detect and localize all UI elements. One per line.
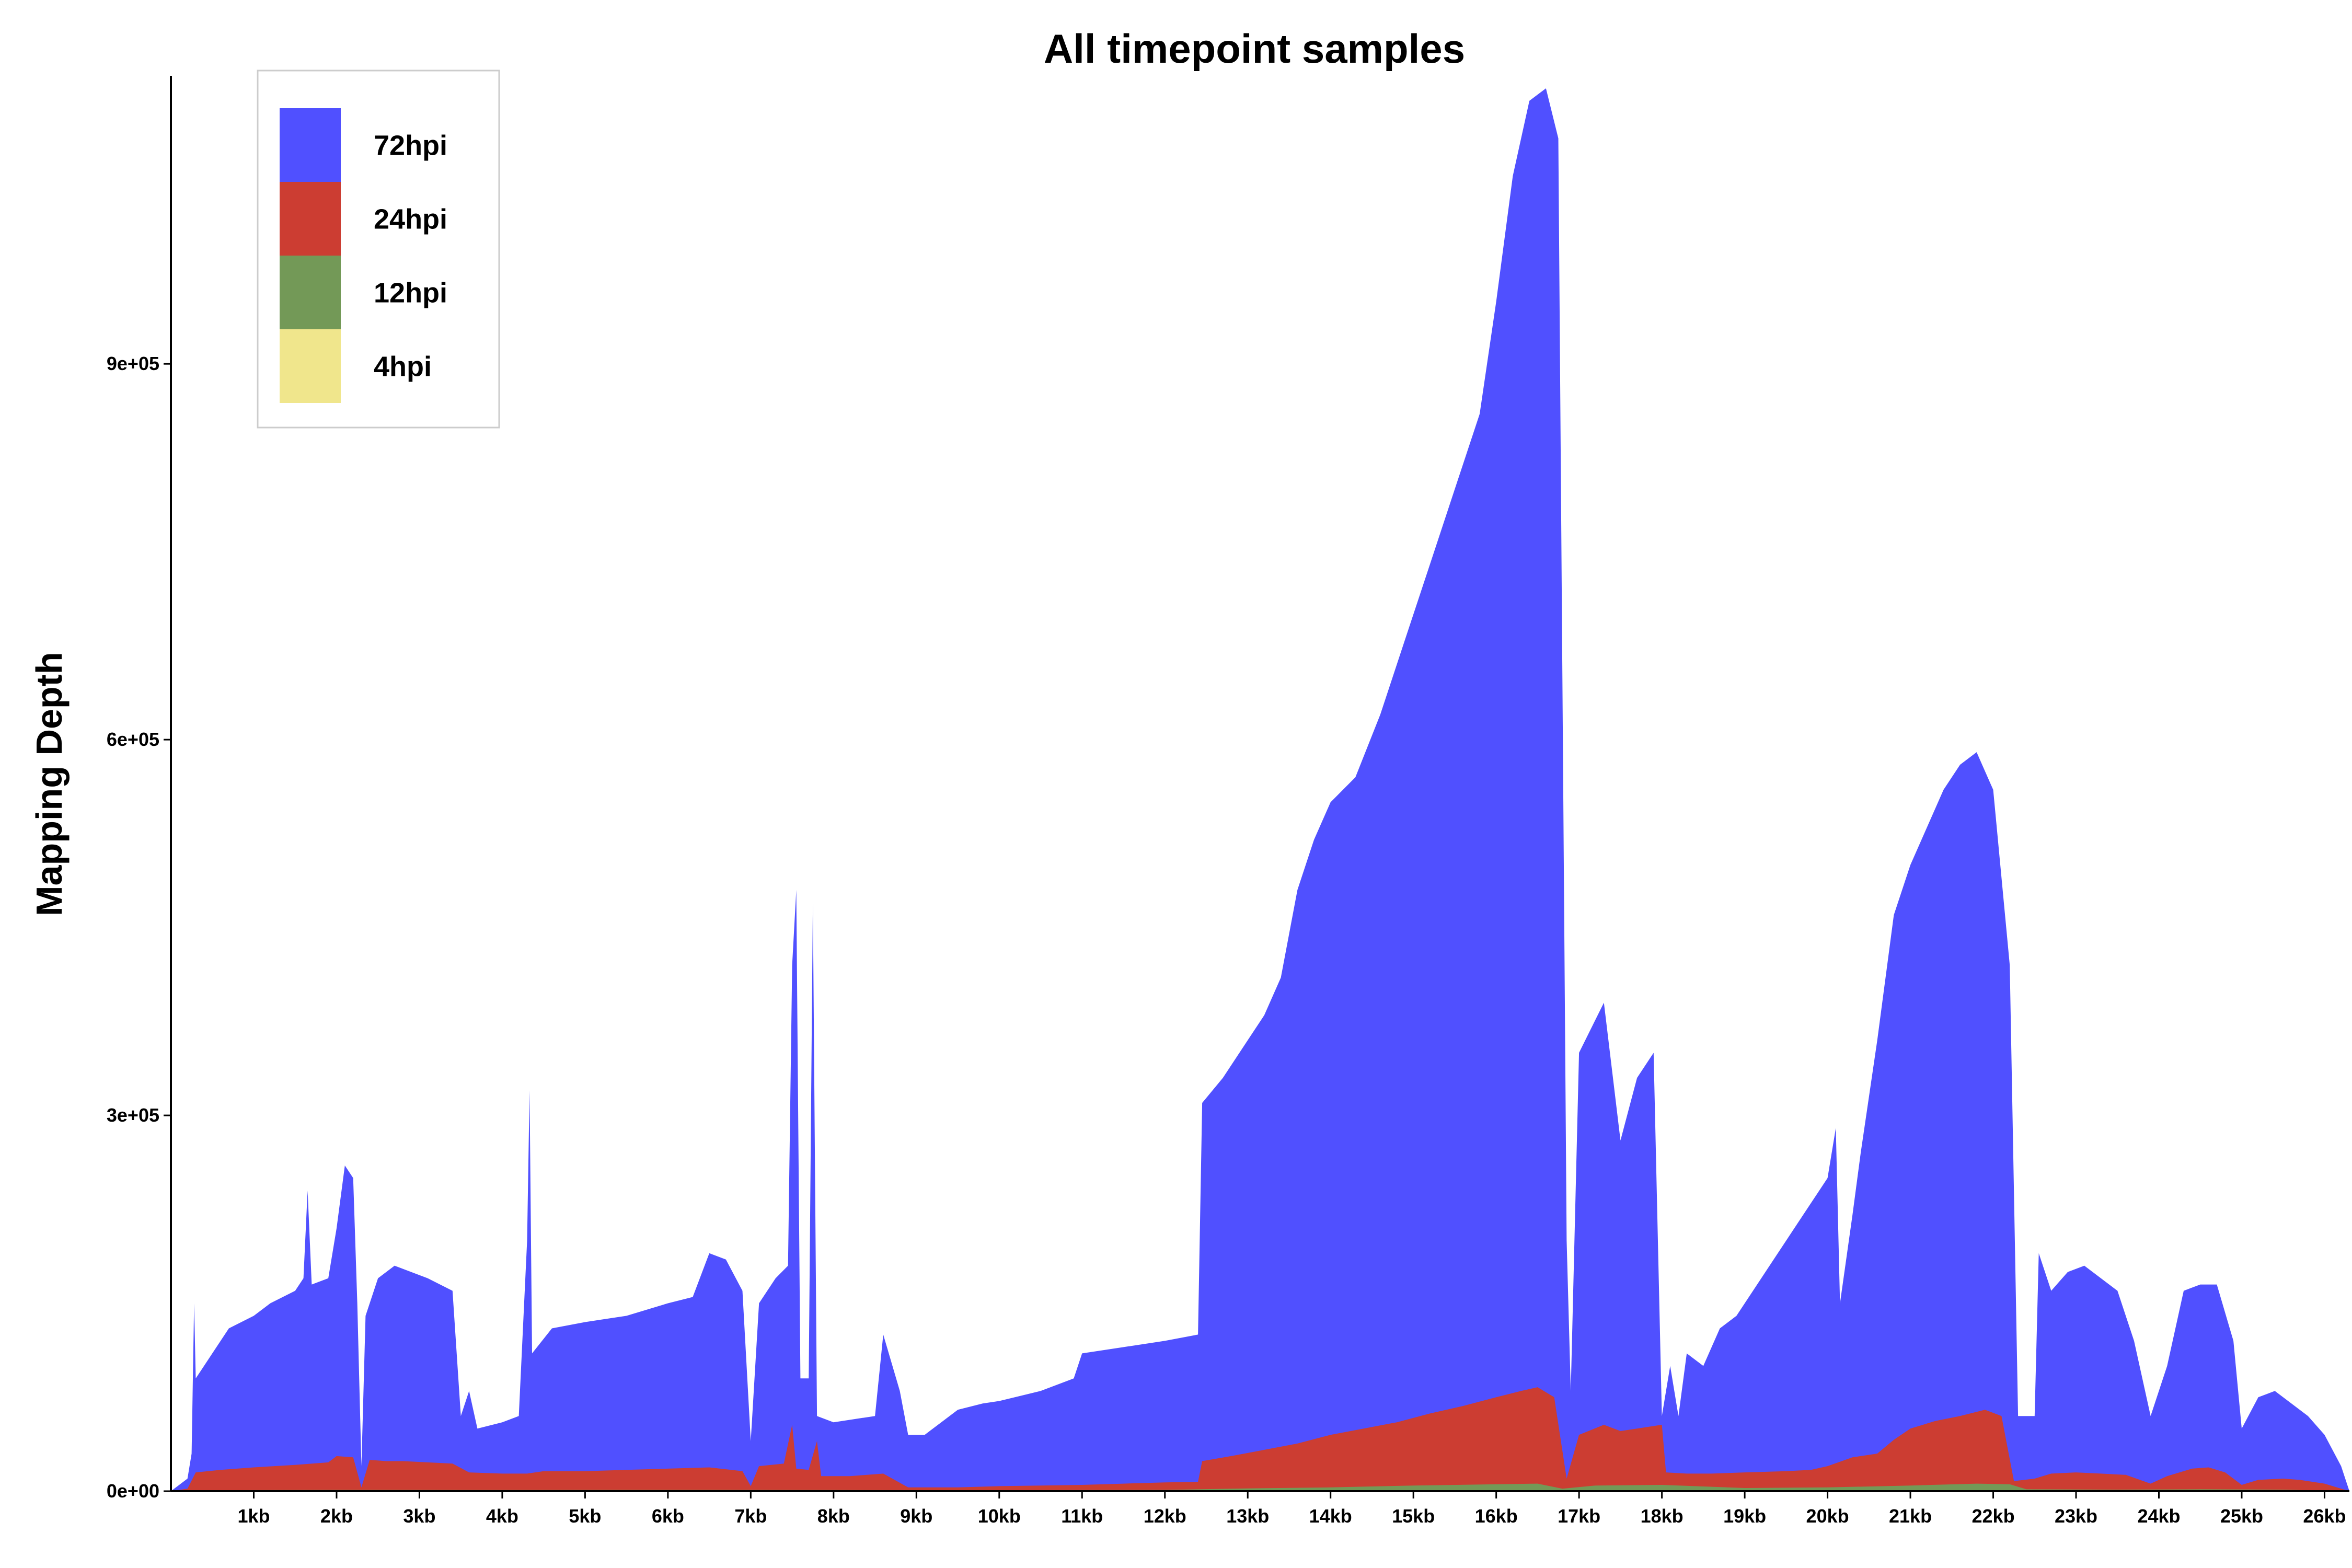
x-tick-label: 3kb (403, 1505, 435, 1527)
x-tick-label: 19kb (1723, 1505, 1766, 1527)
x-tick-label: 26kb (2303, 1505, 2346, 1527)
x-ticks: 1kb 2kb 3kb 4kb 5kb 6kb 7kb 8kb 9kb 10kb 11kb 12kb 1… (237, 1491, 2346, 1527)
y-ticks: 0e+00 3e+05 6e+05 9e+05 (107, 353, 171, 1502)
area-series-12hpi (171, 1483, 2349, 1491)
legend-swatch-24hpi (280, 182, 341, 256)
x-tick-label: 13kb (1226, 1505, 1269, 1527)
x-tick-label: 4kb (486, 1505, 518, 1527)
x-tick-label: 6kb (652, 1505, 684, 1527)
x-tick-label: 16kb (1475, 1505, 1518, 1527)
x-tick-label: 25kb (2220, 1505, 2263, 1527)
y-tick-label: 9e+05 (107, 353, 159, 374)
legend-label-12hpi: 12hpi (374, 278, 447, 309)
x-tick-label: 2kb (320, 1505, 353, 1527)
legend-label-72hpi: 72hpi (374, 130, 447, 162)
x-tick-label: 5kb (569, 1505, 601, 1527)
x-tick-label: 10kb (978, 1505, 1021, 1527)
x-tick-label: 15kb (1392, 1505, 1435, 1527)
x-tick-label: 11kb (1061, 1505, 1103, 1527)
x-tick-label: 1kb (237, 1505, 270, 1527)
legend-swatch-4hpi (280, 329, 341, 403)
y-tick-label: 0e+00 (107, 1480, 159, 1502)
y-axis-label: Mapping Depth (29, 652, 70, 916)
area-series-72hpi (171, 88, 2349, 1491)
y-tick-label: 6e+05 (107, 729, 159, 750)
legend-label-24hpi: 24hpi (374, 204, 447, 235)
x-tick-label: 24kb (2137, 1505, 2180, 1527)
legend-swatch-12hpi (280, 256, 341, 329)
x-tick-label: 23kb (2055, 1505, 2097, 1527)
chart-title: All timepoint samples (1044, 26, 1465, 72)
x-tick-label: 12kb (1144, 1505, 1186, 1527)
legend-swatch-72hpi (280, 108, 341, 182)
y-tick-label: 3e+05 (107, 1104, 159, 1126)
x-tick-label: 22kb (1972, 1505, 2015, 1527)
x-tick-label: 21kb (1889, 1505, 1932, 1527)
legend: 72hpi 24hpi 12hpi 4hpi (257, 70, 500, 429)
area-series-24hpi (171, 1387, 2349, 1491)
x-tick-label: 18kb (1641, 1505, 1684, 1527)
x-tick-label: 20kb (1806, 1505, 1849, 1527)
x-tick-label: 17kb (1558, 1505, 1600, 1527)
x-tick-label: 8kb (817, 1505, 850, 1527)
x-tick-label: 14kb (1309, 1505, 1352, 1527)
x-tick-label: 9kb (900, 1505, 932, 1527)
x-tick-label: 7kb (734, 1505, 767, 1527)
legend-label-4hpi: 4hpi (374, 351, 432, 383)
